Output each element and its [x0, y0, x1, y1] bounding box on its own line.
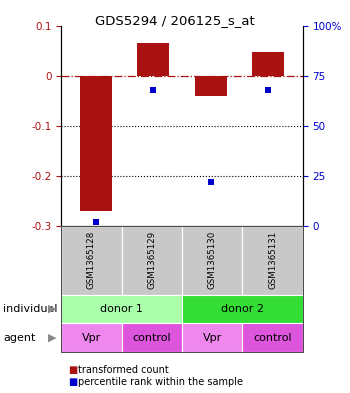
- Text: GDS5294 / 206125_s_at: GDS5294 / 206125_s_at: [95, 14, 255, 27]
- Bar: [138, 43, 169, 75]
- Point: [208, 179, 213, 185]
- Text: transformed count: transformed count: [78, 365, 169, 375]
- Point: [265, 86, 271, 93]
- Text: control: control: [253, 333, 292, 343]
- Text: ▶: ▶: [48, 304, 57, 314]
- Text: percentile rank within the sample: percentile rank within the sample: [78, 376, 243, 387]
- Text: individual: individual: [4, 304, 58, 314]
- Text: GSM1365130: GSM1365130: [208, 231, 217, 290]
- Text: ■: ■: [68, 365, 77, 375]
- Bar: [252, 52, 284, 75]
- Text: donor 1: donor 1: [100, 304, 143, 314]
- Text: ■: ■: [68, 376, 77, 387]
- Text: agent: agent: [4, 333, 36, 343]
- Point: [93, 219, 99, 225]
- Text: Vpr: Vpr: [203, 333, 222, 343]
- Text: donor 2: donor 2: [221, 304, 264, 314]
- Text: ▶: ▶: [48, 333, 57, 343]
- Text: control: control: [133, 333, 171, 343]
- Text: GSM1365131: GSM1365131: [268, 231, 277, 290]
- Bar: [195, 75, 226, 95]
- Text: GSM1365128: GSM1365128: [87, 231, 96, 290]
- Text: Vpr: Vpr: [82, 333, 101, 343]
- Point: [150, 86, 156, 93]
- Text: GSM1365129: GSM1365129: [147, 231, 156, 289]
- Bar: [80, 75, 112, 211]
